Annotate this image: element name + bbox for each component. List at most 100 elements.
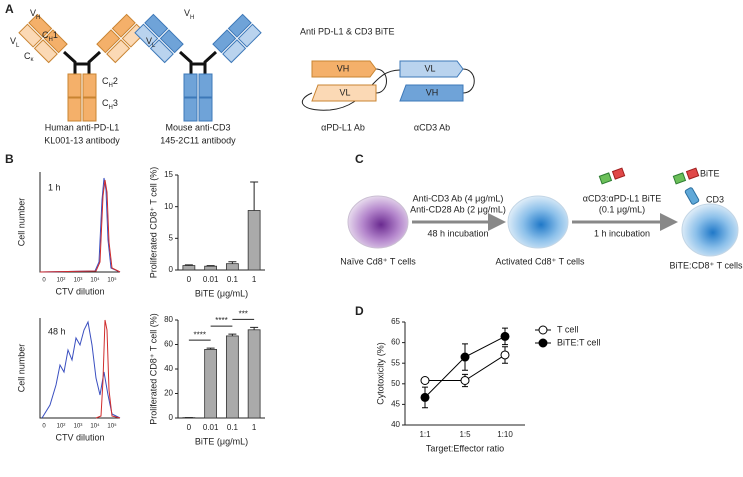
- bar: [182, 265, 196, 271]
- shape: [212, 13, 262, 64]
- label: VH: [184, 8, 194, 20]
- label: CH1: [42, 30, 58, 42]
- error-bar: [184, 264, 193, 266]
- label: 10³: [74, 424, 83, 430]
- bar: [247, 329, 261, 419]
- shape: [183, 97, 198, 122]
- label: VH: [30, 8, 40, 20]
- label: 48 h incubation: [427, 228, 488, 238]
- panel-letter: C: [355, 152, 364, 166]
- label: VH: [426, 87, 439, 97]
- antibody-labels: VH CH1 VL Cκ CH2 CH3 VH VL Human anti-PD…: [10, 8, 236, 145]
- label: CD3: [706, 194, 724, 204]
- legend-label: T cell: [557, 324, 578, 334]
- label: 10²: [57, 424, 66, 430]
- shape: [311, 84, 377, 102]
- mouse-antibody: [134, 13, 262, 122]
- label: 145-2C11 antibody: [160, 135, 236, 145]
- error-bar: [206, 265, 215, 267]
- y-tick-label: 65: [391, 317, 400, 326]
- bite-diagram: Anti PD-L1 & CD3 BiTE VH VL VL VH αPD-L1…: [300, 26, 475, 132]
- shape: [95, 319, 121, 419]
- y-tick-label: 5: [169, 233, 174, 242]
- x-axis-label: BiTE (μg/mL): [195, 436, 248, 446]
- x-tick-label: 1: [252, 423, 257, 432]
- shape: [67, 97, 82, 122]
- x-axis-label: Target:Effector ratio: [426, 443, 504, 453]
- shape: [39, 179, 121, 273]
- shape: [134, 23, 159, 48]
- label: Cκ: [24, 51, 35, 62]
- label: αCD3:αPD-L1 BiTE: [583, 193, 661, 203]
- shape: [222, 39, 247, 64]
- shape: [681, 203, 739, 257]
- label: BiTE:CD8⁺ T cells: [670, 260, 743, 270]
- x-tick-label: 1:1: [419, 430, 431, 439]
- shape: [198, 73, 213, 98]
- x-axis-label: BiTE (μg/mL): [195, 288, 248, 298]
- label: H: [190, 15, 194, 21]
- x-tick-label: 0.01: [203, 423, 219, 432]
- marker: [420, 392, 430, 402]
- histogram-48h: 48 h Cell number CTV dilution 0 10² 10³ …: [16, 318, 121, 442]
- label: H: [109, 105, 113, 111]
- label: C: [102, 98, 109, 108]
- label: H: [109, 83, 113, 89]
- label: V: [30, 8, 36, 18]
- human-antibody: [18, 13, 146, 122]
- shape: [67, 73, 82, 98]
- shape: [347, 195, 409, 249]
- shape: [28, 13, 53, 38]
- shape: [227, 13, 252, 38]
- y-axis-label: Proliferated CD8⁺ T cell (%): [148, 313, 158, 424]
- x-tick-label: 0: [187, 275, 192, 284]
- shape: [82, 73, 97, 98]
- significance-label: ***: [239, 309, 248, 318]
- shape: [507, 195, 569, 249]
- label: Anti-CD3 Ab (4 μg/mL): [413, 193, 504, 203]
- y-tick-label: 40: [164, 364, 173, 373]
- bar: [204, 265, 218, 271]
- significance-label: ****: [194, 330, 206, 339]
- error-bar: [228, 261, 237, 264]
- shape: [611, 167, 626, 180]
- label: 10³: [74, 278, 83, 284]
- shape: [462, 68, 475, 94]
- bar: [247, 210, 261, 271]
- shape: [33, 39, 58, 64]
- x-tick-label: 0.01: [203, 275, 219, 284]
- y-tick-label: 60: [391, 338, 400, 347]
- label: 0: [42, 278, 46, 284]
- label: CH2: [102, 76, 118, 88]
- y-tick-label: 45: [391, 400, 400, 409]
- shape: [62, 50, 102, 74]
- label: VL: [10, 36, 20, 48]
- label: BiTE: [700, 168, 720, 178]
- label: Naïve Cd8⁺ T cells: [340, 256, 416, 266]
- y-axis-label: Cytotoxicity (%): [375, 342, 385, 405]
- bar: [225, 335, 239, 419]
- label: Anti PD-L1 & CD3 BiTE: [300, 26, 395, 36]
- error-bar: [250, 326, 259, 330]
- shape: [672, 172, 687, 185]
- marker: [500, 350, 510, 360]
- label: VL: [146, 36, 156, 48]
- label: αCD3 Ab: [414, 122, 450, 132]
- label: CH3: [102, 98, 118, 110]
- label: L: [152, 43, 156, 49]
- shape: [159, 29, 184, 54]
- label: 48 h: [48, 326, 66, 336]
- y-tick-label: 80: [164, 315, 173, 324]
- label: V: [146, 36, 152, 46]
- label: 2: [113, 76, 118, 86]
- y-tick-label: 0: [169, 413, 174, 422]
- label: Human anti-PD-L1: [45, 122, 120, 132]
- shape: [82, 97, 97, 122]
- error-bar: [228, 333, 237, 336]
- y-tick-label: 20: [164, 389, 173, 398]
- shape: [237, 23, 262, 48]
- shape: [598, 167, 626, 185]
- bar: [204, 348, 218, 419]
- x-tick-label: 1:10: [497, 430, 513, 439]
